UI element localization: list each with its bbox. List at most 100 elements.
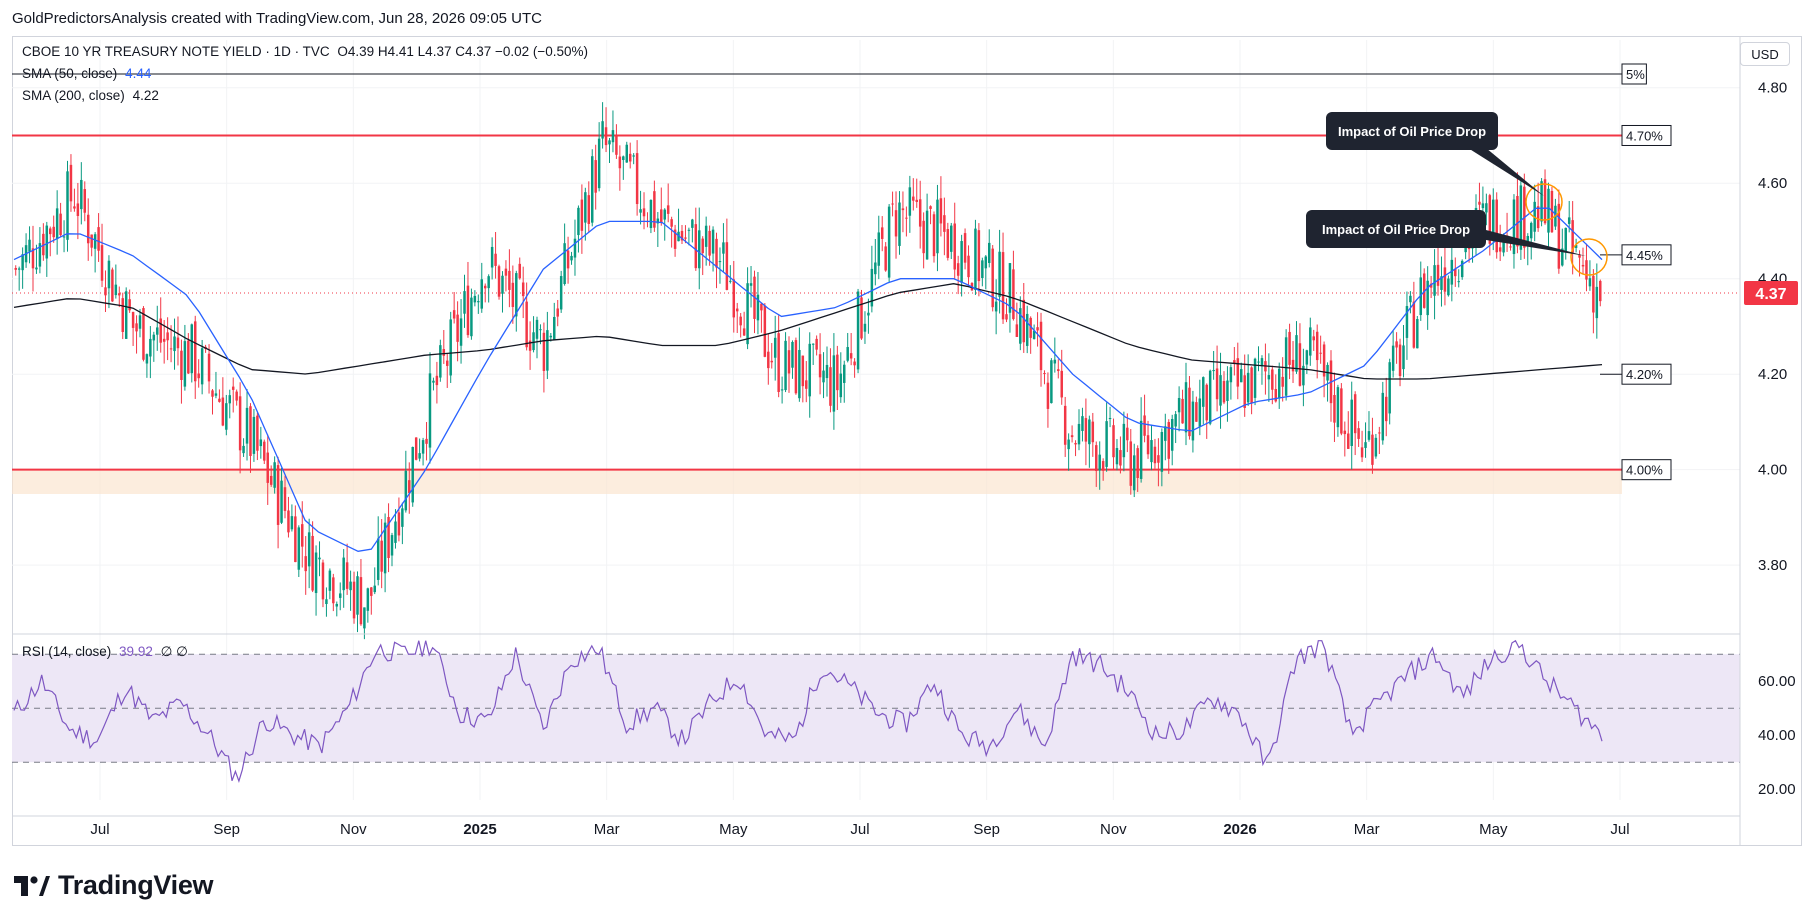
legend-sma200-row: SMA (200, close) 4.22 bbox=[22, 88, 159, 103]
price-tick-label: 4.60 bbox=[1758, 175, 1787, 192]
candle-body bbox=[1526, 235, 1530, 244]
candle-body bbox=[318, 557, 321, 560]
candle-body bbox=[829, 367, 832, 406]
legend-rsi-label: RSI (14, close) bbox=[22, 644, 112, 659]
candle-body bbox=[452, 310, 456, 319]
candle-body bbox=[390, 535, 394, 556]
callout-pointer bbox=[1486, 230, 1586, 256]
candle-body bbox=[811, 343, 815, 345]
candle-body bbox=[1599, 280, 1602, 302]
candle-body bbox=[566, 250, 570, 269]
candle-body bbox=[480, 279, 484, 309]
candle-body bbox=[1160, 432, 1164, 472]
candle-body bbox=[1060, 370, 1063, 398]
candle-body bbox=[715, 238, 718, 268]
price-tick-label: 4.20 bbox=[1758, 366, 1787, 383]
currency-button[interactable]: USD bbox=[1740, 42, 1790, 66]
candle-body bbox=[173, 336, 176, 352]
candle-body bbox=[929, 206, 932, 209]
candle-body bbox=[601, 121, 604, 139]
candle-body bbox=[183, 341, 187, 387]
candle-body bbox=[1436, 264, 1440, 286]
candle-body bbox=[1288, 331, 1291, 365]
candle-body bbox=[1250, 367, 1253, 404]
candle-body bbox=[1164, 426, 1167, 441]
candle-body bbox=[1402, 345, 1405, 370]
candle-body bbox=[594, 160, 597, 193]
candle-body bbox=[1098, 454, 1101, 471]
candle-body bbox=[1371, 434, 1374, 465]
candle-body bbox=[387, 516, 390, 559]
candle-body bbox=[90, 234, 93, 248]
candle-body bbox=[870, 268, 874, 307]
candle-body bbox=[660, 209, 663, 223]
candle-body bbox=[839, 373, 843, 398]
candle-body bbox=[1360, 447, 1364, 458]
candle-body bbox=[880, 227, 884, 239]
candle-body bbox=[1246, 372, 1250, 403]
candle-body bbox=[1115, 448, 1119, 465]
legend-rsi-value: 39.92 bbox=[119, 644, 153, 659]
candle-body bbox=[1019, 308, 1022, 344]
candle-body bbox=[83, 189, 87, 213]
candle-body bbox=[290, 516, 294, 530]
candle-body bbox=[107, 260, 111, 289]
candle-body bbox=[1143, 415, 1146, 436]
candle-body bbox=[967, 255, 970, 278]
candle-body bbox=[1347, 433, 1350, 449]
time-tick-label: May bbox=[1479, 821, 1508, 838]
legend-sma50-row: SMA (50, close) 4.44 bbox=[22, 66, 151, 81]
candle-body bbox=[111, 269, 114, 302]
candle-body bbox=[187, 340, 190, 374]
candle-body bbox=[1222, 380, 1226, 403]
candle-body bbox=[211, 390, 214, 397]
candle-body bbox=[1388, 362, 1391, 414]
candle-body bbox=[366, 588, 370, 611]
candle-body bbox=[31, 248, 35, 269]
candle-body bbox=[349, 581, 352, 591]
candle-body bbox=[1481, 203, 1485, 209]
candle-body bbox=[135, 323, 138, 332]
candle-body bbox=[553, 316, 556, 341]
candle-body bbox=[1063, 405, 1067, 445]
candle-body bbox=[1191, 401, 1195, 441]
time-tick-label: Nov bbox=[1100, 821, 1127, 838]
time-tick-label: 2026 bbox=[1223, 821, 1256, 838]
candle-body bbox=[849, 353, 853, 359]
legend-symbol-row: CBOE 10 YR TREASURY NOTE YIELD · 1D · TV… bbox=[22, 44, 588, 59]
candle-body bbox=[1543, 179, 1547, 224]
candle-body bbox=[1592, 275, 1595, 313]
callouts: Impact of Oil Price Drop Impact of Oil Pr… bbox=[1306, 112, 1608, 276]
candle-body bbox=[836, 354, 839, 391]
candle-body bbox=[1181, 398, 1184, 424]
candle-body bbox=[846, 347, 849, 361]
candle-body bbox=[642, 208, 646, 217]
candle-body bbox=[159, 318, 162, 343]
tradingview-logo[interactable]: TradingView bbox=[14, 870, 214, 901]
tradingview-icon bbox=[14, 875, 50, 896]
candle-body bbox=[425, 438, 428, 444]
candle-body bbox=[494, 253, 497, 266]
candle-body bbox=[994, 301, 998, 312]
candle-body bbox=[193, 321, 197, 382]
candle-body bbox=[1226, 380, 1229, 402]
callout-box bbox=[1326, 112, 1498, 150]
legend-sma50-value: 4.44 bbox=[125, 66, 152, 81]
candle-body bbox=[953, 223, 956, 270]
candle-body bbox=[1581, 264, 1585, 267]
candle-body bbox=[628, 153, 632, 162]
candle-body bbox=[874, 262, 877, 275]
candle-body bbox=[435, 375, 439, 386]
candle-body bbox=[732, 279, 736, 318]
candle-body bbox=[363, 607, 366, 629]
candle-body bbox=[1091, 421, 1095, 443]
candle-body bbox=[1350, 399, 1353, 446]
candle-body bbox=[1271, 369, 1274, 390]
candle-body bbox=[825, 364, 829, 379]
candle-body bbox=[508, 270, 511, 290]
candle-body bbox=[432, 380, 435, 383]
callout-text: Impact of Oil Price Drop bbox=[1338, 124, 1486, 139]
candle-body bbox=[1039, 321, 1043, 371]
candle-body bbox=[1057, 369, 1060, 372]
